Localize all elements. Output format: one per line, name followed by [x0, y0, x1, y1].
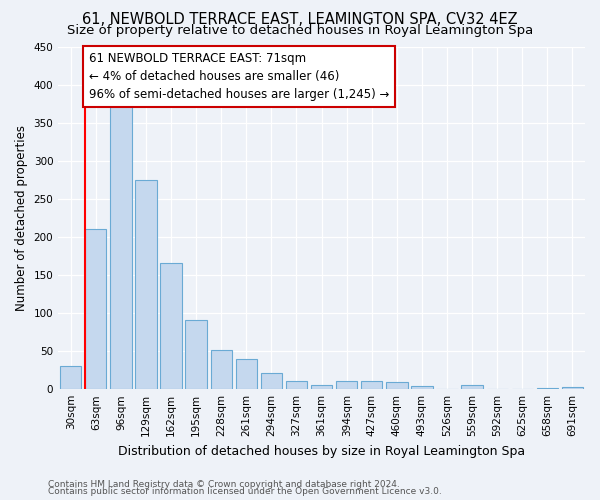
Bar: [461, 386, 483, 389]
Bar: [562, 387, 583, 389]
Bar: [336, 381, 358, 389]
Text: Contains HM Land Registry data © Crown copyright and database right 2024.: Contains HM Land Registry data © Crown c…: [48, 480, 400, 489]
Text: Size of property relative to detached houses in Royal Leamington Spa: Size of property relative to detached ho…: [67, 24, 533, 37]
Bar: [361, 381, 382, 389]
Text: 61 NEWBOLD TERRACE EAST: 71sqm
← 4% of detached houses are smaller (46)
96% of s: 61 NEWBOLD TERRACE EAST: 71sqm ← 4% of d…: [89, 52, 389, 101]
Bar: [60, 366, 82, 389]
Bar: [160, 263, 182, 389]
Bar: [136, 180, 157, 389]
Bar: [286, 381, 307, 389]
Text: 61, NEWBOLD TERRACE EAST, LEAMINGTON SPA, CV32 4EZ: 61, NEWBOLD TERRACE EAST, LEAMINGTON SPA…: [82, 12, 518, 28]
Bar: [261, 373, 282, 389]
Bar: [110, 102, 131, 389]
Bar: [386, 382, 407, 389]
Bar: [537, 388, 558, 389]
Bar: [311, 384, 332, 389]
Bar: [236, 360, 257, 389]
Text: Contains public sector information licensed under the Open Government Licence v3: Contains public sector information licen…: [48, 487, 442, 496]
X-axis label: Distribution of detached houses by size in Royal Leamington Spa: Distribution of detached houses by size …: [118, 444, 525, 458]
Y-axis label: Number of detached properties: Number of detached properties: [15, 125, 28, 311]
Bar: [85, 230, 106, 389]
Bar: [185, 320, 207, 389]
Bar: [211, 350, 232, 389]
Bar: [411, 386, 433, 389]
